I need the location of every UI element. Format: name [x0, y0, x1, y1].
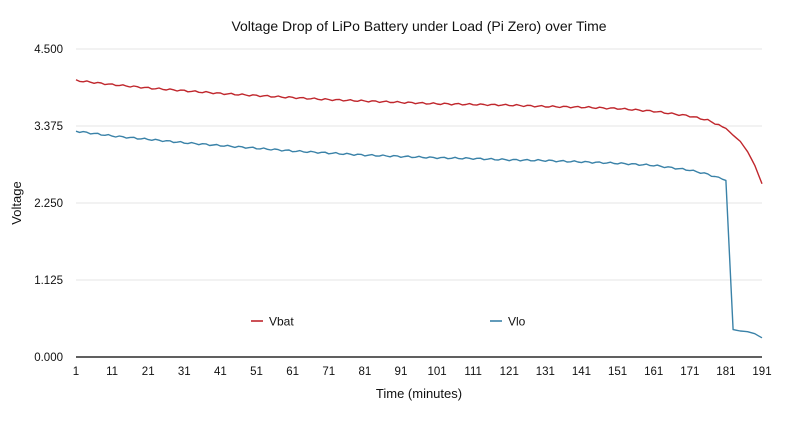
x-tick-label: 181: [716, 366, 735, 378]
x-tick-label: 91: [395, 366, 408, 378]
x-tick-label: 101: [427, 366, 446, 378]
y-axis-label: Voltage: [9, 181, 24, 224]
series-layer: [75, 79, 763, 339]
chart-title: Voltage Drop of LiPo Battery under Load …: [231, 18, 606, 34]
x-tick-label: 51: [250, 366, 263, 378]
y-tick-label: 4.500: [34, 44, 63, 56]
grid-lines: [76, 48, 762, 281]
y-tick-label: 3.375: [34, 121, 63, 133]
x-tick-label: 151: [608, 366, 627, 378]
x-tick-label: 191: [752, 366, 771, 378]
y-tick-label: 1.125: [34, 275, 63, 287]
x-tick-label: 171: [680, 366, 699, 378]
y-tick-label: 0.000: [34, 352, 63, 364]
x-tick-label: 81: [358, 366, 371, 378]
x-tick-label: 131: [536, 366, 555, 378]
x-tick-label: 1: [73, 366, 79, 378]
series-line-vbat: [75, 79, 763, 185]
legend-label-vlo: Vlo: [508, 315, 526, 329]
x-tick-label: 61: [286, 366, 299, 378]
y-tick-label: 2.250: [34, 198, 63, 210]
x-tick-label: 21: [142, 366, 155, 378]
x-axis-label: Time (minutes): [376, 386, 462, 401]
x-tick-label: 41: [214, 366, 227, 378]
x-tick-label: 161: [644, 366, 663, 378]
legend: Vbat Vlo: [251, 315, 526, 329]
x-tick-label: 11: [106, 366, 118, 378]
x-tick-label: 141: [572, 366, 591, 378]
x-tick-label: 71: [322, 366, 335, 378]
x-axis: 1 11 21 31 41 51 61 71 81 91 101 111 121 131 141 151 161…: [73, 356, 772, 378]
y-axis: 4.500 3.375 2.250 1.125 0.000: [34, 44, 63, 364]
series-line-vlo: [75, 130, 763, 339]
legend-label-vbat: Vbat: [269, 315, 294, 329]
x-tick-label: 111: [464, 366, 481, 378]
x-tick-label: 31: [178, 366, 191, 378]
x-tick-label: 121: [500, 366, 519, 378]
